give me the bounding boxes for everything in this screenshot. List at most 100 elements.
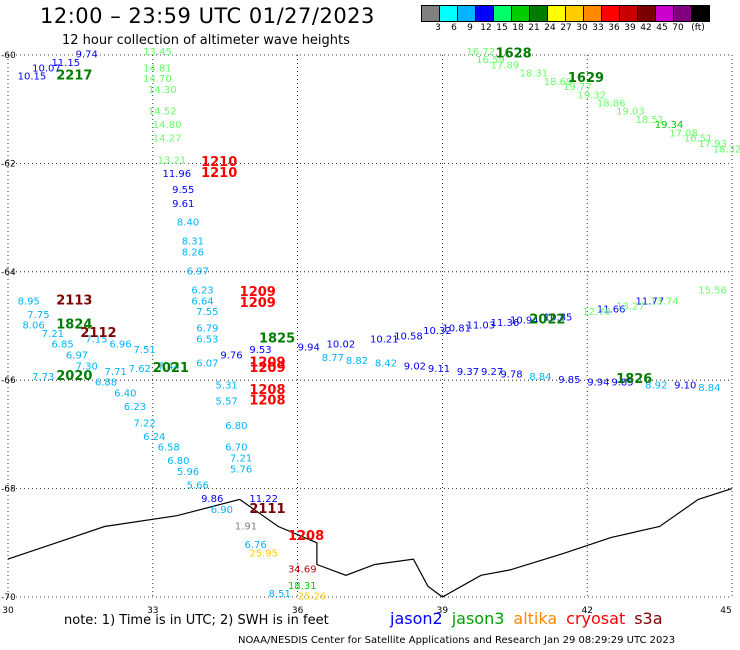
wave-height-label: 10.94 <box>510 315 539 326</box>
wave-height-label: 10.32 <box>423 326 452 337</box>
wave-height-label: 8.06 <box>22 321 44 332</box>
legend-label: 21 <box>528 23 540 33</box>
wave-height-label: 7.15 <box>85 334 107 345</box>
wave-height-label: 7.30 <box>76 361 98 372</box>
wave-height-label: 25.95 <box>249 548 278 559</box>
wave-height-label: 9.94 <box>298 342 320 353</box>
wave-height-label: 18.31 <box>520 69 549 80</box>
pass-time-label: 1209 <box>240 296 276 311</box>
wave-height-label: 18.31 <box>288 581 317 592</box>
pass-time-label: 2112 <box>80 326 116 341</box>
wave-height-label: 9.94 <box>587 378 609 389</box>
wave-height-label: 7.71 <box>105 367 127 378</box>
wave-height-label: 7.62 <box>129 364 151 375</box>
wave-height-label: 6.58 <box>158 443 180 454</box>
wave-height-label: 9.85 <box>558 375 580 386</box>
wave-height-label: 6.40 <box>114 388 136 399</box>
legend-label: 70 <box>672 23 684 33</box>
latitude-tick-label: -62 <box>1 159 16 169</box>
wave-height-label: 10.81 <box>442 323 471 334</box>
wave-height-label: 7.75 <box>27 310 49 321</box>
mission-name: cryosat <box>566 609 626 628</box>
pass-time-label: 2020 <box>56 369 92 384</box>
wave-height-label: 19.32 <box>578 90 607 101</box>
pass-time-label: 1826 <box>616 372 652 387</box>
wave-height-label: 7.44 <box>158 361 180 372</box>
pass-time-label: 1208 <box>288 529 324 544</box>
wave-height-label: 14.80 <box>153 120 182 131</box>
pass-time-label: 1628 <box>495 47 531 62</box>
wave-height-label: 16.72 <box>467 47 496 58</box>
legend-label: 9 <box>467 23 473 33</box>
wave-height-label: 5.76 <box>230 464 252 475</box>
wave-height-label: 14.81 <box>143 63 172 74</box>
map-footer: NOAA/NESDIS Center for Satellite Applica… <box>238 635 676 646</box>
wave-height-label: 12.78 <box>582 307 611 318</box>
mission-name: jason2 <box>390 609 443 628</box>
wave-height-label: 6.24 <box>143 432 165 443</box>
wave-height-label: 11.22 <box>249 494 278 505</box>
wave-height-label: 18.51 <box>635 115 664 126</box>
wave-height-label: 11.96 <box>162 169 191 180</box>
wave-height-label: 13.45 <box>143 47 172 58</box>
wave-height-label: 17.89 <box>491 61 520 72</box>
pass-time-label: 2111 <box>249 502 285 517</box>
wave-height-label: 9.02 <box>404 361 426 372</box>
legend-label: 24 <box>544 23 556 33</box>
mission-legend: jason2 jason3 altika cryosat s3a <box>390 609 672 628</box>
wave-height-label: 6.97 <box>66 351 88 362</box>
wave-height-label: 14.70 <box>143 74 172 85</box>
wave-height-label: 9.55 <box>172 185 194 196</box>
pass-time-label: 1824 <box>56 318 92 333</box>
legend-label: 45 <box>656 23 668 33</box>
legend-label: 30 <box>576 23 588 33</box>
wave-height-label: 8.84 <box>698 383 720 394</box>
wave-height-label: 7.21 <box>230 454 252 465</box>
wave-height-label: 8.92 <box>645 380 667 391</box>
wave-height-label: 7.22 <box>133 418 155 429</box>
wave-height-label: 9.78 <box>500 369 522 380</box>
wave-height-label: 6.23 <box>191 285 213 296</box>
longitude-tick-label: 42 <box>581 606 592 616</box>
wave-height-label: 8.84 <box>529 372 551 383</box>
pass-time-label: 1209 <box>240 285 276 300</box>
wave-height-label: 9.53 <box>249 345 271 356</box>
pass-time-label: 1209 <box>249 361 285 376</box>
legend-label: 15 <box>496 23 508 33</box>
legend-label: 33 <box>592 23 604 33</box>
wave-height-label: 11.66 <box>597 304 626 315</box>
wave-height-label: 16.59 <box>476 55 505 66</box>
wave-height-label: 13.27 <box>616 302 645 313</box>
wave-height-label: 10.15 <box>18 71 47 82</box>
wave-height-label: 15.56 <box>698 285 727 296</box>
wave-height-label: 11.03 <box>467 321 496 332</box>
pass-time-label: 2021 <box>153 361 189 376</box>
wave-height-label: 6.64 <box>191 296 213 307</box>
wave-height-label: 25.26 <box>298 592 327 603</box>
legend-label: 39 <box>624 23 636 33</box>
legend-label: 18 <box>512 23 524 33</box>
wave-height-label: 5.31 <box>216 380 238 391</box>
wave-height-label: 9.11 <box>428 364 450 375</box>
wave-height-label: 11.77 <box>635 296 664 307</box>
pass-time-label: 1210 <box>201 166 237 181</box>
wave-height-label: 34.69 <box>288 565 317 576</box>
legend-label: 12 <box>480 23 492 33</box>
mission-name: altika <box>513 609 558 628</box>
wave-height-label: 6.96 <box>109 340 131 351</box>
wave-height-label: 6.76 <box>245 540 267 551</box>
latitude-tick-label: -64 <box>1 268 16 278</box>
map-note: note: 1) Time is in UTC; 2) SWH is in fe… <box>64 613 329 628</box>
longitude-tick-label: 33 <box>147 606 158 616</box>
wave-height-label: 18.32 <box>713 145 740 156</box>
wave-height-label: 17.93 <box>698 139 727 150</box>
pass-time-label: 1629 <box>568 71 604 86</box>
wave-height-label: 8.42 <box>375 359 397 370</box>
wave-height-label: 6.23 <box>124 402 146 413</box>
latitude-tick-label: -66 <box>1 376 16 386</box>
pass-time-label: 1208 <box>249 383 285 398</box>
wave-height-label: 13.74 <box>650 296 679 307</box>
